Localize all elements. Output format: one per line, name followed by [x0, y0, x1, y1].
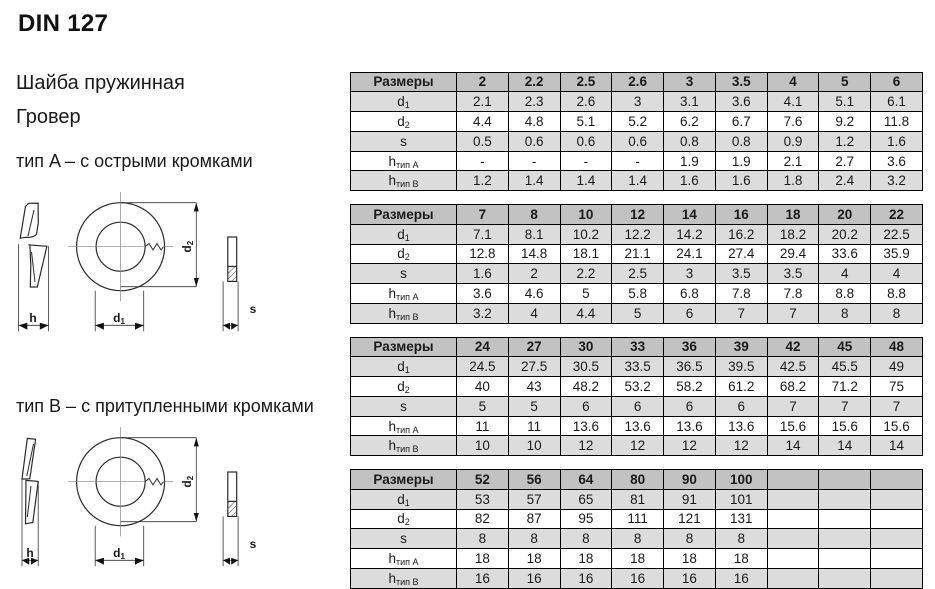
- svg-text:s: s: [250, 302, 257, 316]
- svg-text:d1: d1: [113, 546, 125, 561]
- svg-text:h: h: [26, 546, 33, 560]
- svg-text:d1: d1: [113, 311, 125, 326]
- svg-text:s: s: [250, 537, 257, 551]
- svg-text:h: h: [29, 311, 36, 325]
- svg-text:d2: d2: [180, 240, 195, 252]
- svg-text:d2: d2: [180, 475, 195, 487]
